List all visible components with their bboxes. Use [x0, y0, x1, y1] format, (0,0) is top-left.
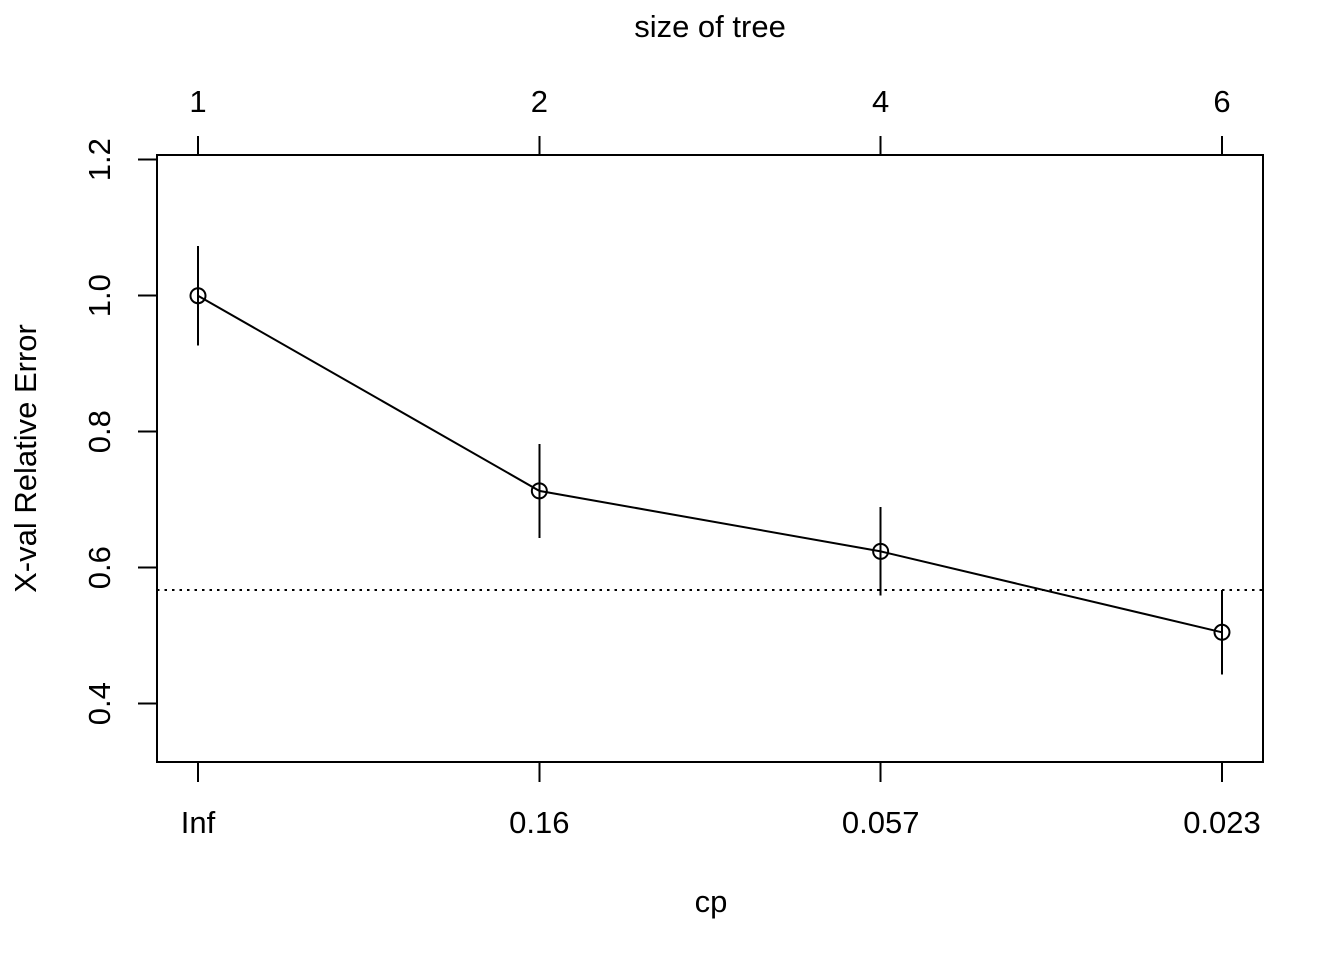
y-axis-title: X-val Relative Error	[8, 324, 43, 593]
top-axis-tick-label: 6	[1213, 84, 1230, 119]
data-point-marker	[872, 542, 890, 560]
top-axis-tick-label: 4	[872, 84, 889, 119]
bottom-axis-tick-label: Inf	[181, 805, 216, 840]
data-point-marker	[189, 287, 207, 305]
data-point-marker	[530, 482, 548, 500]
y-axis-tick-label: 0.4	[82, 682, 117, 725]
series-line	[197, 294, 1223, 634]
data-point-marker	[1213, 623, 1231, 641]
plot-box	[156, 154, 1264, 763]
top-axis-tick-label: 2	[531, 84, 548, 119]
x-axis-title: cp	[695, 884, 728, 919]
bottom-axis-tick-label: 0.023	[1183, 805, 1261, 840]
y-axis-tick-label: 0.6	[82, 546, 117, 589]
y-axis-tick-label: 1.2	[82, 138, 117, 181]
top-axis-tick-label: 1	[189, 84, 206, 119]
chart-title: size of tree	[634, 9, 786, 44]
y-axis-tick-label: 1.0	[82, 274, 117, 317]
bottom-axis-tick-label: 0.057	[842, 805, 920, 840]
bottom-axis-tick-label: 0.16	[509, 805, 569, 840]
y-axis-tick-label: 0.8	[82, 410, 117, 453]
